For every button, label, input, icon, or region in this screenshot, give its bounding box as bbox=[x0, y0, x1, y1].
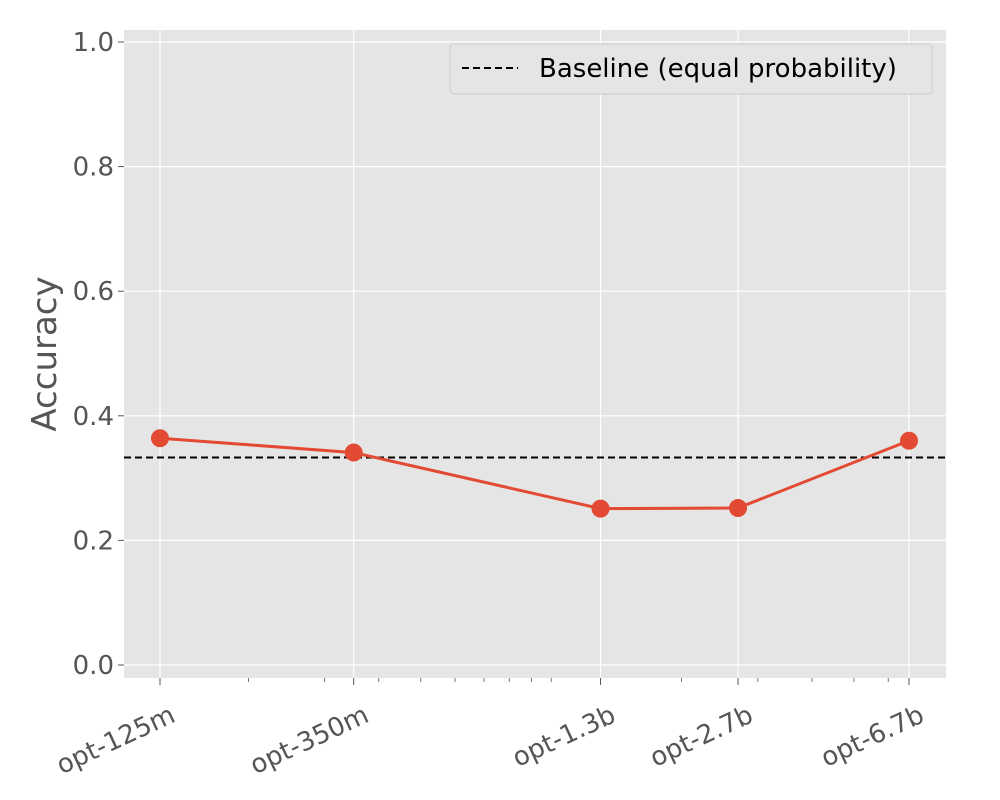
minor-ticks bbox=[248, 678, 889, 682]
y-axis-label: Accuracy bbox=[25, 276, 65, 431]
data-point bbox=[729, 499, 748, 518]
x-tick-label: opt-6.7b bbox=[817, 700, 929, 774]
y-tick-label: 1.0 bbox=[73, 28, 114, 58]
data-point bbox=[591, 499, 610, 518]
y-tick-label: 0.4 bbox=[73, 402, 114, 432]
data-point bbox=[151, 429, 169, 448]
legend: Baseline (equal probability) bbox=[449, 43, 933, 95]
y-tick-label: 0.6 bbox=[73, 277, 114, 307]
grid-layer bbox=[124, 30, 946, 678]
legend-box bbox=[449, 43, 933, 95]
x-tick-label: opt-125m bbox=[52, 700, 180, 781]
plot-area bbox=[124, 30, 946, 678]
data-points bbox=[151, 429, 918, 518]
data-point bbox=[344, 443, 363, 462]
y-axis-ticks: 0.0 0.2 0.4 0.6 0.8 1.0 bbox=[73, 28, 124, 681]
x-axis-ticks: opt-125m opt-350m opt-1.3b opt-2.7b opt-6.7b bbox=[52, 678, 929, 781]
y-tick-label: 0.2 bbox=[73, 526, 114, 556]
legend-baseline-label: Baseline (equal probability) bbox=[539, 54, 897, 84]
x-tick-label: opt-350m bbox=[246, 700, 374, 781]
data-point bbox=[900, 431, 918, 450]
x-tick-label: opt-1.3b bbox=[508, 700, 620, 774]
y-tick-label: 0.8 bbox=[73, 153, 114, 183]
x-tick-label: opt-2.7b bbox=[646, 700, 758, 774]
y-tick-label: 0.0 bbox=[73, 651, 114, 681]
